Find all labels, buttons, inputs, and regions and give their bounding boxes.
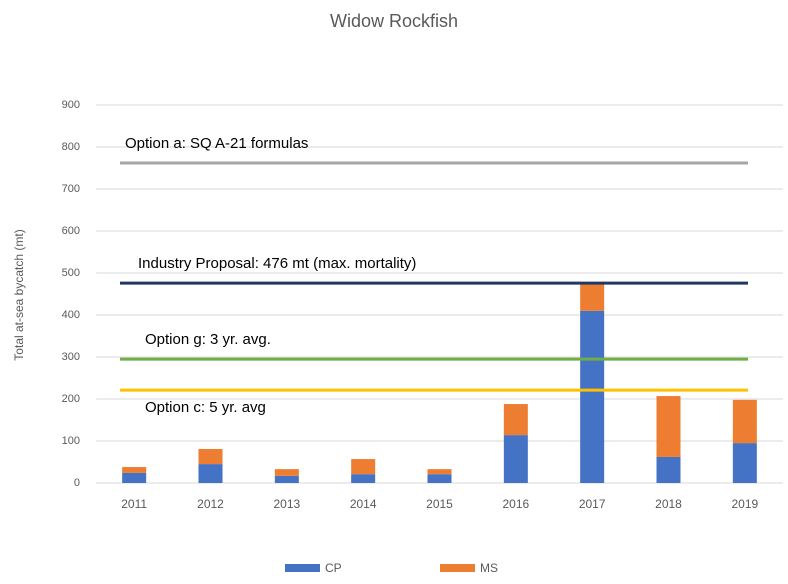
x-tick-label: 2016 — [502, 497, 529, 511]
x-tick-label: 2014 — [350, 497, 377, 511]
y-tick-label: 600 — [62, 225, 80, 237]
y-tick-label: 400 — [62, 309, 80, 321]
x-tick-label: 2018 — [655, 497, 682, 511]
bar-segment — [122, 467, 147, 473]
bar-segment — [351, 459, 376, 475]
bar-segment — [503, 404, 528, 436]
reference-label: Option g: 3 yr. avg. — [145, 331, 271, 348]
bar-segment — [274, 469, 299, 476]
bar-segment — [122, 472, 147, 483]
reference-label: Option c: 5 yr. avg — [145, 399, 266, 416]
legend-swatch — [285, 564, 320, 572]
bar-segment — [427, 474, 452, 483]
bar-segment — [732, 443, 757, 483]
y-tick-label: 200 — [62, 393, 80, 405]
bar-segment — [503, 435, 528, 483]
reference-label: Industry Proposal: 476 mt (max. mortalit… — [138, 255, 416, 272]
y-tick-label: 500 — [62, 267, 80, 279]
x-tick-label: 2011 — [121, 497, 147, 511]
x-tick-label: 2015 — [426, 497, 453, 511]
bar-segment — [427, 469, 452, 475]
y-axis-label: Total at-sea bycatch (mt) — [12, 229, 26, 360]
x-tick-label: 2012 — [197, 497, 224, 511]
reference-label: Option a: SQ A-21 formulas — [125, 135, 308, 152]
chart-title: Widow Rockfish — [330, 11, 458, 31]
y-tick-label: 0 — [74, 477, 80, 489]
y-tick-label: 100 — [62, 435, 80, 447]
legend-label: CP — [325, 561, 342, 575]
y-tick-label: 800 — [62, 141, 80, 153]
bar-segment — [656, 396, 681, 457]
bar-segment — [580, 283, 605, 311]
legend-swatch — [440, 564, 475, 572]
y-tick-label: 300 — [62, 351, 80, 363]
bar-segment — [732, 399, 757, 444]
x-tick-label: 2013 — [273, 497, 300, 511]
bar-segment — [198, 448, 223, 465]
y-tick-label: 900 — [62, 99, 80, 111]
bar-segment — [198, 464, 223, 483]
bar-segment — [274, 475, 299, 483]
bar-segment — [351, 474, 376, 483]
bar-segment — [656, 456, 681, 483]
x-tick-label: 2019 — [731, 497, 758, 511]
y-tick-label: 700 — [62, 183, 80, 195]
x-tick-label: 2017 — [579, 497, 606, 511]
legend-label: MS — [480, 561, 498, 575]
bar-segment — [580, 310, 605, 483]
